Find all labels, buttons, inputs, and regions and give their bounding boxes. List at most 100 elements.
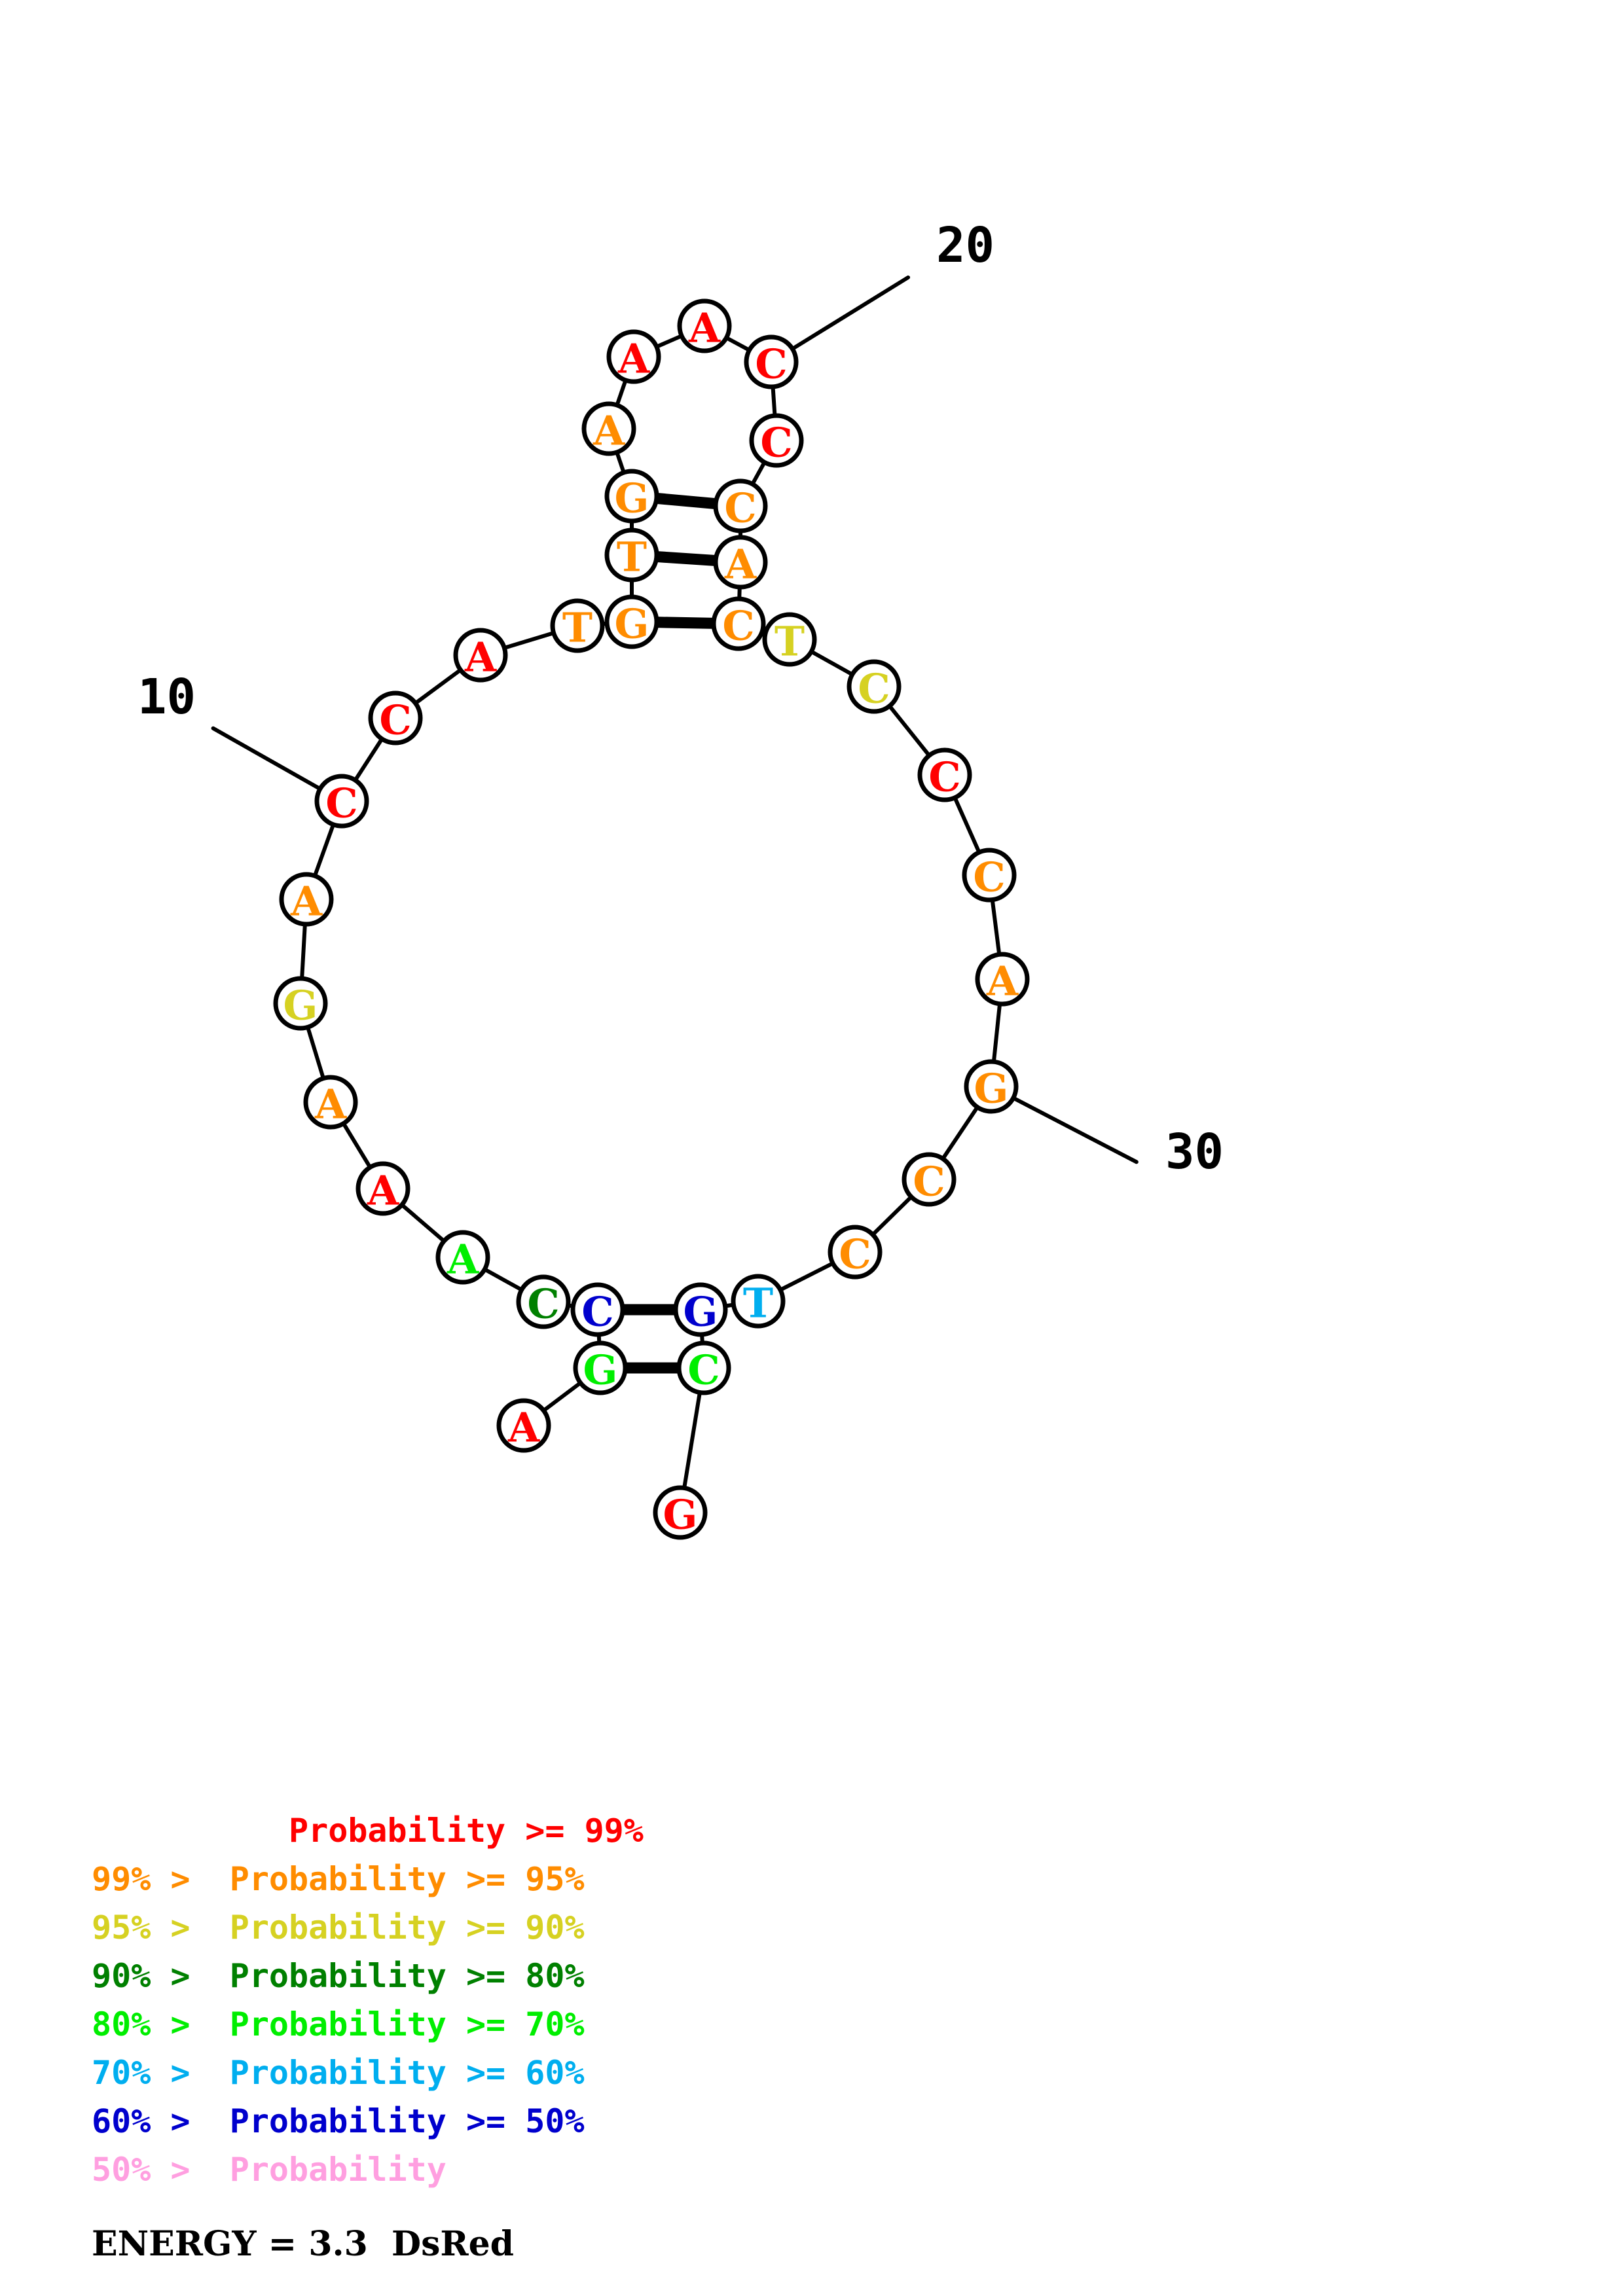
nucleotide-letter: A — [367, 1167, 399, 1215]
nucleotide-letter: C — [760, 419, 792, 467]
energy-footer: ENERGY = 3.3 DsRed — [92, 2224, 515, 2264]
nucleotide-1[interactable]: A — [496, 1398, 551, 1453]
position-leader-line — [1009, 1094, 1139, 1164]
nucleotide-circle — [573, 1340, 628, 1395]
nucleotide-16[interactable]: G — [604, 469, 659, 524]
nucleotide-12[interactable]: A — [453, 628, 508, 683]
nucleotide-30[interactable]: G — [964, 1059, 1019, 1114]
legend-line: 90% > Probability >= 80% — [92, 1957, 585, 1995]
nucleotide-21[interactable]: C — [749, 413, 804, 468]
backbone-link — [682, 1389, 702, 1492]
backbone-link — [771, 383, 777, 420]
base-pair-bond — [655, 492, 717, 510]
backbone-link — [352, 736, 385, 783]
nucleotide-letter: C — [581, 1288, 613, 1336]
nucleotide-20[interactable]: C — [744, 334, 799, 389]
position-leader-line — [211, 726, 325, 793]
base-pair-bond — [655, 617, 715, 629]
backbone-link — [750, 459, 767, 488]
nucleotide-25[interactable]: T — [762, 612, 817, 667]
nucleotide-letter: A — [314, 1081, 347, 1128]
backbone-link — [990, 896, 1002, 958]
nucleotide-circle — [762, 612, 817, 667]
nucleotide-13[interactable]: T — [550, 598, 605, 653]
nucleotide-circle — [713, 478, 768, 533]
nucleotide-letter: A — [290, 878, 323, 925]
nucleotide-22[interactable]: C — [713, 478, 768, 533]
legend-line: 80% > Probability >= 70% — [92, 2005, 585, 2043]
nucleotide-24[interactable]: C — [711, 596, 766, 651]
nucleotide-letter: G — [974, 1065, 1009, 1113]
position-leader-layer — [211, 275, 1139, 1164]
nucleotide-letter: C — [379, 696, 411, 744]
nucleotide-circle — [303, 1075, 358, 1130]
nucleotide-9[interactable]: A — [279, 872, 334, 927]
nucleotide-circle — [847, 659, 902, 714]
legend-line: 95% > Probability >= 90% — [92, 1909, 585, 1946]
nucleotide-letter: A — [617, 335, 650, 383]
nucleotide-26[interactable]: C — [847, 659, 902, 714]
nucleotide-28[interactable]: C — [962, 848, 1017, 903]
nucleotide-letter: A — [986, 958, 1019, 1005]
nucleotide-32[interactable]: C — [828, 1225, 883, 1280]
nucleotide-letter: C — [724, 484, 756, 532]
backbone-link — [940, 1103, 980, 1162]
backbone-link — [991, 1000, 1002, 1066]
probability-legend: Probability >= 99% 99% > Probability >= 9… — [92, 1806, 877, 2194]
nucleotide-29[interactable]: A — [975, 952, 1030, 1007]
legend-line: 70% > Probability >= 60% — [92, 2054, 585, 2092]
nucleotide-circle — [496, 1398, 551, 1453]
nucleotide-circle — [902, 1152, 957, 1207]
nucleotide-18[interactable]: A — [606, 329, 661, 384]
nucleotide-letter: T — [743, 1280, 773, 1327]
nucleotide-circle — [604, 528, 659, 583]
backbone-link — [340, 1120, 373, 1171]
nucleotide-letter: C — [858, 665, 890, 713]
nucleotide-letter: G — [583, 1346, 618, 1394]
nucleotide-27[interactable]: C — [917, 747, 972, 802]
base-pair-bond-layer — [622, 492, 717, 1374]
nucleotide-34[interactable]: G — [673, 1282, 728, 1337]
backbone-link — [723, 335, 753, 353]
nucleotide-7[interactable]: A — [303, 1075, 358, 1130]
nucleotide-circle — [711, 596, 766, 651]
nucleotide-36[interactable]: G — [653, 1485, 708, 1540]
backbone-link — [614, 377, 629, 408]
nucleotide-letter: C — [325, 780, 357, 827]
nucleotide-letter: C — [913, 1158, 945, 1206]
nucleotide-15[interactable]: T — [604, 528, 659, 583]
nucleotide-4[interactable]: C — [516, 1274, 571, 1329]
position-label-10: 10 — [137, 669, 196, 725]
nucleotide-circle — [964, 1059, 1019, 1114]
nucleotide-circle — [744, 334, 799, 389]
nucleotide-circle — [731, 1274, 786, 1329]
nucleotide-19[interactable]: A — [677, 298, 732, 353]
nucleotide-letter: G — [663, 1491, 698, 1539]
base-pair-bond — [655, 550, 717, 567]
nucleotide-letter: T — [617, 533, 647, 581]
nucleotide-31[interactable]: C — [902, 1152, 957, 1207]
nucleotide-6[interactable]: A — [356, 1161, 410, 1216]
nucleotide-8[interactable]: G — [273, 976, 328, 1031]
nucleotide-17[interactable]: A — [581, 401, 636, 456]
nucleotide-circle — [453, 628, 508, 683]
nucleotide-circle — [604, 594, 659, 649]
backbone-link — [312, 821, 336, 880]
nucleotide-circle — [975, 952, 1030, 1007]
nucleotide-circle — [581, 401, 636, 456]
nucleotide-circle — [273, 976, 328, 1031]
nucleotide-10[interactable]: C — [314, 774, 369, 829]
nucleotide-3[interactable]: C — [570, 1282, 625, 1337]
nucleotide-35[interactable]: C — [676, 1340, 731, 1395]
nucleotide-14[interactable]: G — [604, 594, 659, 649]
nucleotide-2[interactable]: G — [573, 1340, 628, 1395]
nucleotide-circle — [435, 1230, 490, 1285]
nucleotide-23[interactable]: A — [713, 535, 768, 590]
backbone-link — [653, 333, 685, 350]
nucleotide-5[interactable]: A — [435, 1230, 490, 1285]
nucleotide-33[interactable]: T — [731, 1274, 786, 1329]
nucleotide-letter: G — [615, 475, 649, 522]
nucleotide-11[interactable]: C — [368, 691, 423, 745]
